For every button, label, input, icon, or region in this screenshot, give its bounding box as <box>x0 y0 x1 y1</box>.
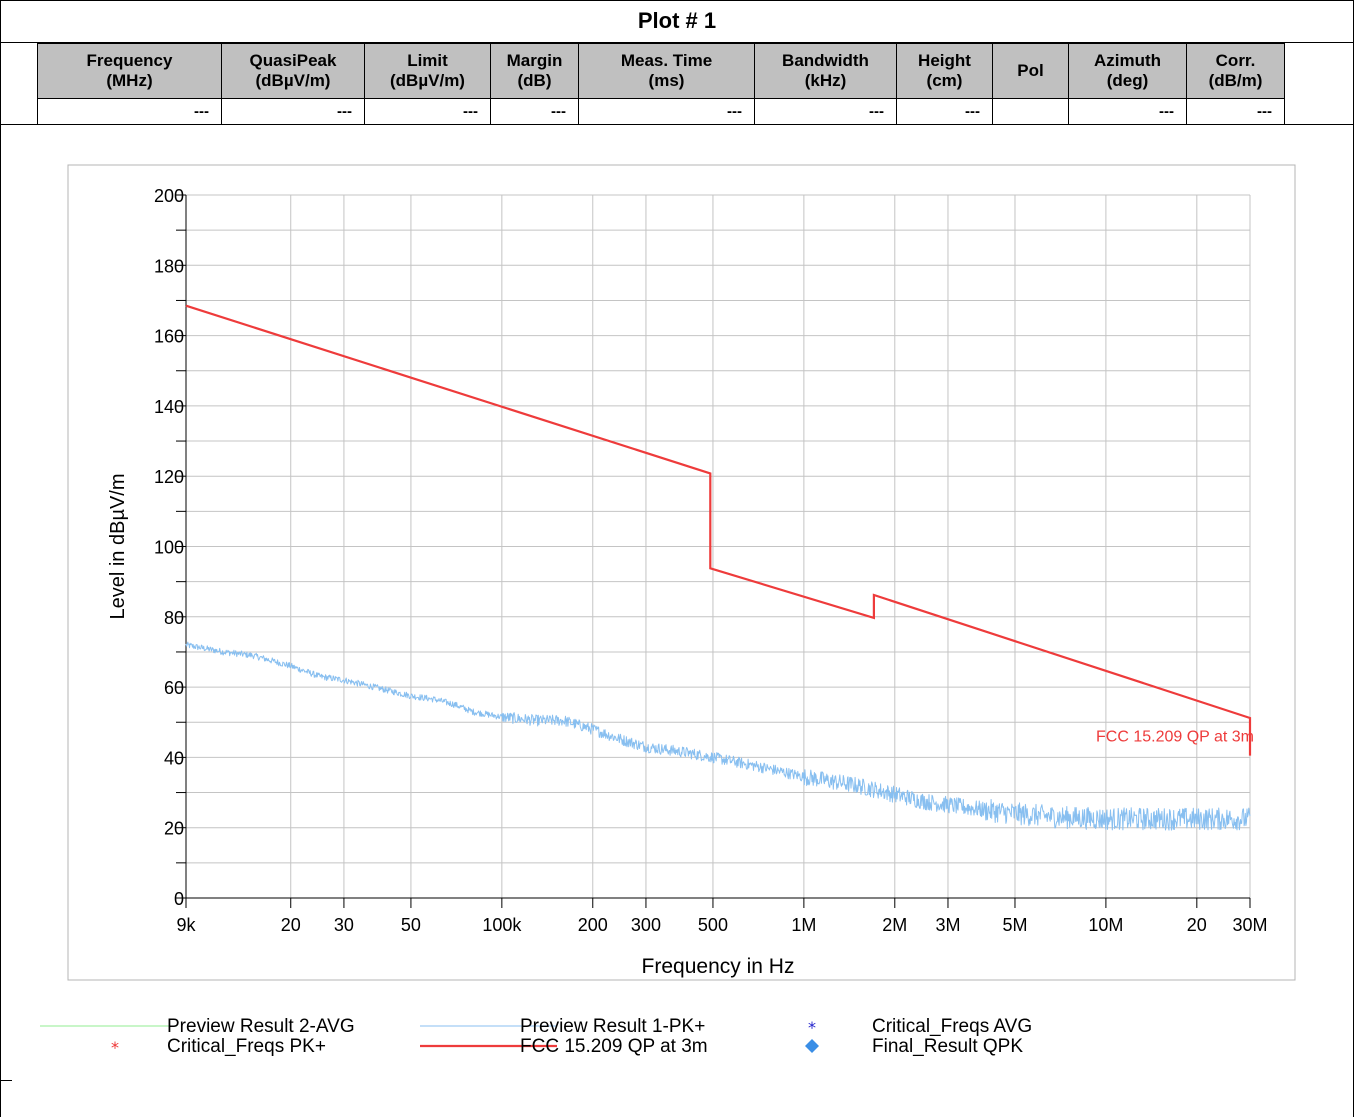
y-tick-label: 60 <box>164 678 184 698</box>
results-table: Frequency (MHz) QuasiPeak (dBµV/m) Limit (d… <box>37 43 1285 125</box>
results-row: --- --- --- --- --- --- --- --- --- <box>37 98 1285 125</box>
x-tick-label: 500 <box>698 915 728 935</box>
results-header-row: Frequency (MHz) QuasiPeak (dBµV/m) Limit (d… <box>37 43 1285 99</box>
header-bandwidth: Bandwidth (kHz) <box>754 43 897 99</box>
x-axis-label: Frequency in Hz <box>642 955 795 978</box>
legend-swatch-asterisk: * <box>111 1038 119 1057</box>
header-quasipeak: QuasiPeak (dBµV/m) <box>221 43 365 99</box>
legend-label: Critical_Freqs PK+ <box>167 1036 326 1057</box>
cell-quasipeak: --- <box>221 98 365 125</box>
x-tick-label: 20 <box>281 915 301 935</box>
x-tick-label: 2M <box>882 915 907 935</box>
cell-meas-time: --- <box>578 98 755 125</box>
y-tick-label: 140 <box>154 397 184 417</box>
legend-label: Preview Result 2-AVG <box>167 1016 355 1037</box>
y-tick-label: 100 <box>154 538 184 558</box>
cell-azimuth: --- <box>1068 98 1187 125</box>
cell-limit: --- <box>364 98 491 125</box>
x-tick-label: 30 <box>334 915 354 935</box>
cell-frequency: --- <box>37 98 222 125</box>
y-tick-label: 180 <box>154 256 184 276</box>
y-tick-label: 40 <box>164 748 184 768</box>
header-height: Height (cm) <box>896 43 993 99</box>
legend-label: Critical_Freqs AVG <box>872 1016 1032 1037</box>
y-tick-label: 200 <box>154 186 184 206</box>
legend-label: Preview Result 1-PK+ <box>520 1016 705 1037</box>
series-fcc-limit-line <box>185 304 1252 756</box>
header-frequency: Frequency (MHz) <box>37 43 222 99</box>
x-tick-label: 30M <box>1232 915 1267 935</box>
emission-chart: 0 20 40 60 80 100 120 140 160 180 200 9k 20 30 50 100k 2… <box>40 164 1296 1057</box>
cell-margin: --- <box>490 98 579 125</box>
header-pol: Pol <box>992 43 1069 99</box>
chart-area: 0 20 40 60 80 100 120 140 160 180 200 9k 20 30 50 100k 2… <box>0 125 1354 1115</box>
cell-bandwidth: --- <box>754 98 897 125</box>
x-tick-label: 3M <box>935 915 960 935</box>
header-limit: Limit (dBµV/m) <box>364 43 491 99</box>
header-meas-time: Meas. Time (ms) <box>578 43 755 99</box>
y-axis-label: Level in dBµV/m <box>107 473 129 619</box>
header-azimuth: Azimuth (deg) <box>1068 43 1187 99</box>
x-tick-label: 5M <box>1002 915 1027 935</box>
plot-title: Plot # 1 <box>0 0 1354 43</box>
y-tick-label: 120 <box>154 467 184 487</box>
grid <box>185 194 1251 899</box>
legend-label: Final_Result QPK <box>872 1036 1023 1057</box>
legend: Preview Result 2-AVG Preview Result 1-PK+… <box>40 1016 1032 1057</box>
y-tick-label: 0 <box>174 889 184 909</box>
x-tick-label: 9k <box>176 915 196 935</box>
limit-annotation: FCC 15.209 QP at 3m <box>1096 729 1254 746</box>
y-tick-label: 20 <box>164 819 184 839</box>
header-divider <box>0 124 1354 125</box>
x-tick-label: 20 <box>1187 915 1207 935</box>
legend-swatch-asterisk: * <box>808 1018 816 1037</box>
legend-swatch-diamond <box>805 1039 819 1053</box>
x-tick-label: 100k <box>482 915 522 935</box>
cell-pol <box>992 98 1069 125</box>
x-tick-label: 200 <box>578 915 608 935</box>
cell-height: --- <box>896 98 993 125</box>
header-corr: Corr. (dB/m) <box>1186 43 1285 99</box>
series-preview-pk-line <box>185 641 1251 831</box>
legend-label: FCC 15.209 QP at 3m <box>520 1036 708 1057</box>
header-margin: Margin (dB) <box>490 43 579 99</box>
cell-corr: --- <box>1186 98 1285 125</box>
x-tick-label: 50 <box>401 915 421 935</box>
bottom-tick <box>0 1080 12 1081</box>
y-tick-label: 80 <box>164 608 184 628</box>
x-tick-label: 10M <box>1088 915 1123 935</box>
chart-panel <box>67 164 1296 981</box>
y-tick-label: 160 <box>154 327 184 347</box>
x-tick-label: 300 <box>631 915 661 935</box>
x-tick-label: 1M <box>791 915 816 935</box>
